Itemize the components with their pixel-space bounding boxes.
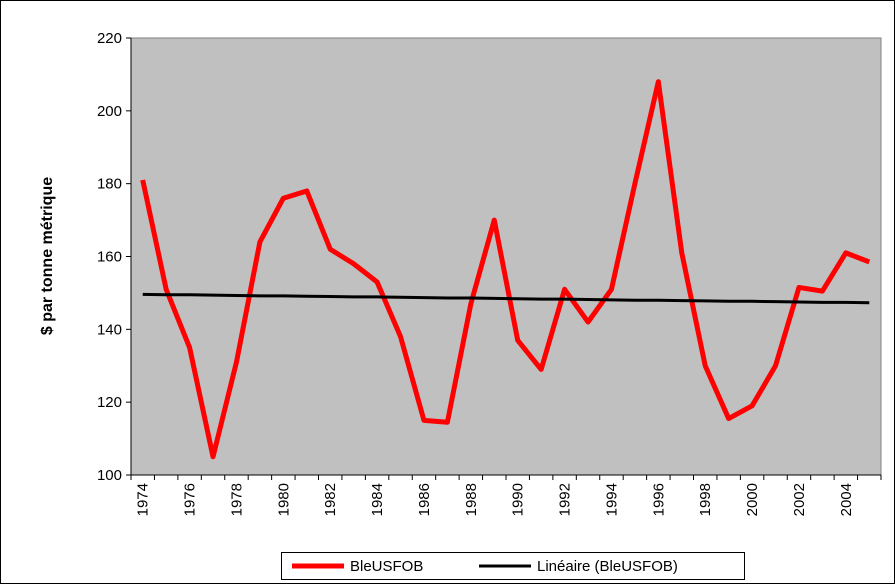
x-tick-label: 2000 xyxy=(744,483,761,516)
x-tick-label: 1976 xyxy=(182,483,199,516)
y-tick-label: 180 xyxy=(97,176,122,193)
x-tick-label: 1984 xyxy=(369,483,386,516)
trend-line xyxy=(142,292,870,305)
y-tick-label: 200 xyxy=(97,103,122,120)
x-tick-label: 1998 xyxy=(697,483,714,516)
x-tick-label: 1978 xyxy=(228,483,245,516)
y-tick-label: 160 xyxy=(97,249,122,266)
x-tick-label: 1982 xyxy=(322,483,339,516)
y-tick-label: 140 xyxy=(97,321,122,338)
x-tick-label: 1994 xyxy=(603,483,620,516)
legend-label: BleUSFOB xyxy=(350,558,423,575)
y-axis-label: $ par tonne métrique xyxy=(39,177,56,335)
x-tick-label: 1992 xyxy=(557,483,574,516)
x-tick-label: 2002 xyxy=(791,483,808,516)
y-tick-label: 220 xyxy=(97,30,122,47)
data-line xyxy=(140,79,871,460)
x-tick-label: 1980 xyxy=(275,483,292,516)
x-tick-label: 1996 xyxy=(650,483,667,516)
y-tick-label: 120 xyxy=(97,394,122,411)
x-tick-label: 2004 xyxy=(838,483,855,516)
legend-label: Linéaire (BleUSFOB) xyxy=(537,558,678,575)
x-tick-label: 1974 xyxy=(135,483,152,516)
x-tick-label: 1986 xyxy=(416,483,433,516)
plot-area xyxy=(130,37,882,476)
x-tick-label: 1988 xyxy=(463,483,480,516)
y-tick-label: 100 xyxy=(97,467,122,484)
x-tick-label: 1990 xyxy=(510,483,527,516)
